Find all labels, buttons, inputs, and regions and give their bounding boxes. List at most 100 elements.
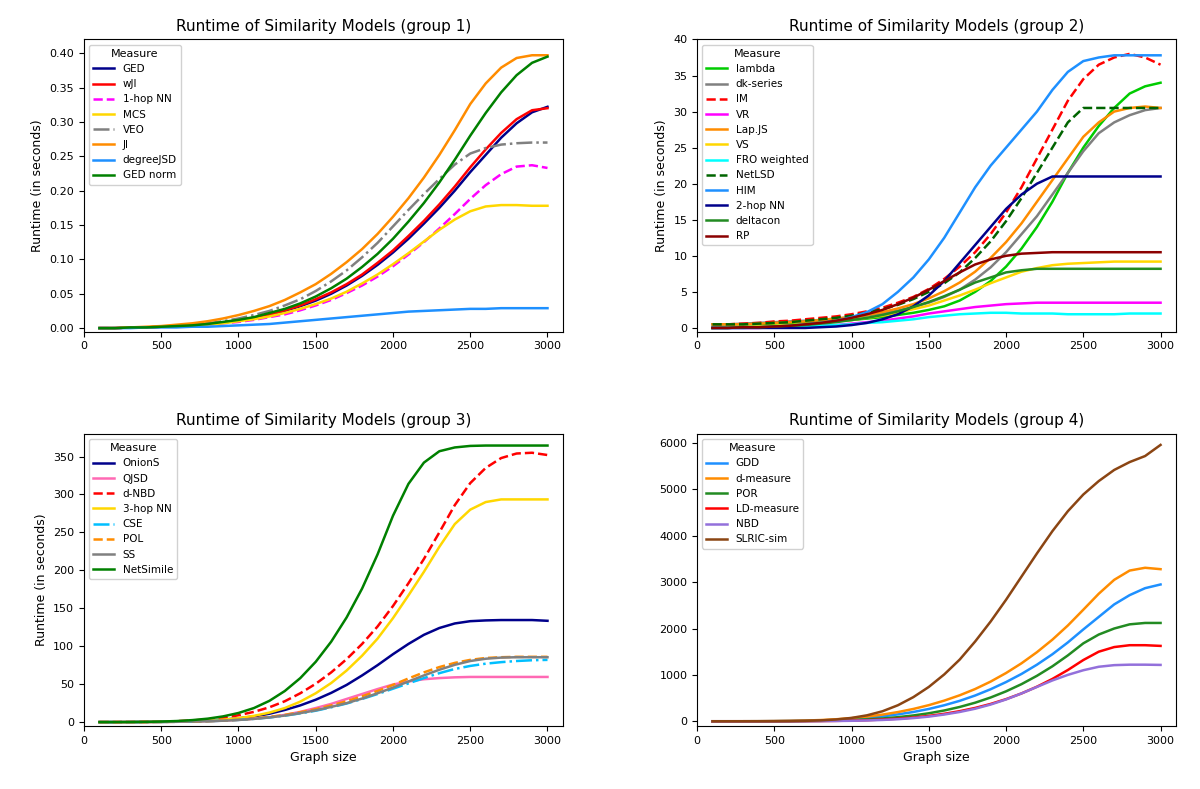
GDD (706, 716, 720, 726)
MCS (401, 249, 415, 258)
Line: VR: VR (713, 303, 1160, 328)
RP (1076, 248, 1091, 257)
NetSimile (308, 657, 323, 667)
VEO (540, 138, 554, 148)
deltacon (1014, 266, 1028, 275)
Y-axis label: Runtime (in seconds): Runtime (in seconds) (31, 119, 44, 252)
POR (814, 716, 828, 726)
SLRIC-sim (737, 716, 751, 726)
SS (340, 698, 354, 708)
VR (922, 308, 936, 318)
3-hop NN (216, 715, 230, 724)
VEO (371, 238, 385, 248)
dk-series (1108, 118, 1122, 127)
d-NBD (340, 654, 354, 664)
NetSimile (185, 716, 199, 725)
CSE (540, 655, 554, 664)
GED (185, 320, 199, 330)
SS (448, 660, 462, 670)
degreeJSD (108, 323, 122, 333)
d-NBD (308, 679, 323, 689)
FRO weighted (782, 322, 797, 331)
d-measure (968, 684, 983, 694)
SS (355, 694, 370, 703)
OnionS (416, 630, 431, 640)
VR (937, 307, 952, 316)
SS (124, 717, 138, 727)
NetLSD (1108, 103, 1122, 113)
NetSimile (448, 443, 462, 452)
lambda (906, 308, 920, 317)
POR (890, 712, 905, 722)
NetLSD (829, 313, 844, 323)
Title: Runtime of Similarity Models (group 3): Runtime of Similarity Models (group 3) (175, 413, 472, 428)
GED (479, 150, 493, 159)
lambda (984, 276, 998, 286)
CSE (169, 717, 184, 727)
IM (1138, 53, 1152, 62)
SS (92, 717, 107, 727)
IM (721, 320, 736, 329)
CSE (432, 668, 446, 678)
VEO (293, 294, 307, 304)
3-hop NN (524, 495, 539, 504)
Line: GED: GED (100, 107, 547, 328)
QJSD (232, 715, 246, 724)
d-NBD (293, 689, 307, 698)
Line: JI: JI (100, 55, 547, 328)
VS (829, 316, 844, 326)
LD-measure (937, 709, 952, 719)
SLRIC-sim (751, 716, 766, 726)
1-hop NN (277, 309, 292, 319)
SLRIC-sim (845, 713, 859, 723)
VS (767, 321, 781, 331)
HIM (906, 273, 920, 282)
OnionS (479, 615, 493, 625)
LD-measure (984, 699, 998, 709)
POR (1122, 619, 1136, 629)
Lap.JS (984, 253, 998, 263)
FRO weighted (1092, 309, 1106, 319)
POR (1014, 679, 1028, 689)
d-measure (890, 707, 905, 716)
Legend: lambda, dk-series, IM, VR, Lap.JS, VS, FRO weighted, NetLSD, HIM, 2-hop NN, delt: lambda, dk-series, IM, VR, Lap.JS, VS, F… (702, 45, 812, 245)
FRO weighted (767, 323, 781, 332)
HIM (922, 255, 936, 264)
SS (185, 717, 199, 727)
d-NBD (371, 622, 385, 631)
NetLSD (814, 315, 828, 324)
wJI (154, 322, 168, 331)
POL (247, 714, 262, 724)
SS (169, 717, 184, 727)
Lap.JS (814, 316, 828, 325)
1-hop NN (232, 317, 246, 327)
dk-series (1138, 106, 1152, 115)
POL (540, 652, 554, 661)
Line: RP: RP (713, 252, 1160, 328)
GED norm (479, 108, 493, 118)
VS (706, 323, 720, 333)
GED norm (124, 323, 138, 332)
VR (1061, 298, 1075, 308)
GDD (1076, 625, 1091, 634)
SLRIC-sim (1014, 572, 1028, 581)
1-hop NN (308, 301, 323, 310)
NBD (890, 715, 905, 724)
QJSD (262, 712, 276, 722)
degreeJSD (540, 304, 554, 313)
GED (463, 167, 478, 177)
wJI (494, 128, 509, 137)
d-NBD (124, 717, 138, 727)
QJSD (108, 717, 122, 727)
LD-measure (737, 716, 751, 726)
deltacon (721, 323, 736, 333)
GED norm (524, 58, 539, 68)
VS (922, 301, 936, 310)
Line: HIM: HIM (713, 55, 1160, 328)
Line: VS: VS (713, 262, 1160, 328)
MCS (169, 321, 184, 331)
OnionS (262, 709, 276, 719)
MCS (479, 202, 493, 211)
1-hop NN (494, 170, 509, 179)
POL (371, 686, 385, 696)
